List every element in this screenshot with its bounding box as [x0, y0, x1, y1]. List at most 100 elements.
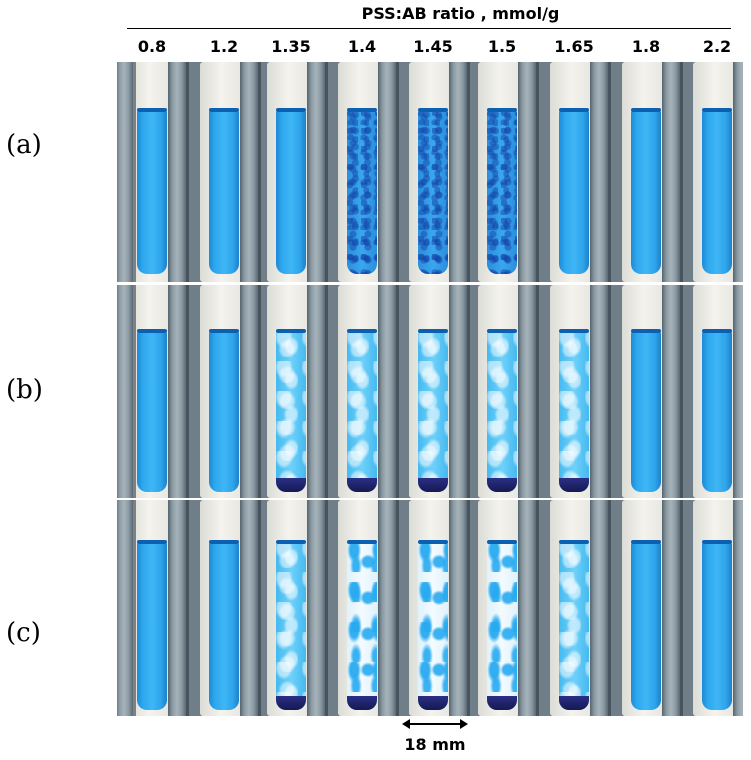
meniscus	[559, 329, 589, 333]
meniscus	[137, 108, 167, 112]
rack-slat	[449, 500, 467, 716]
scale-arrow-left-icon	[402, 719, 410, 729]
scale-arrow-right-icon	[460, 719, 468, 729]
meniscus	[631, 540, 661, 544]
rack-slat	[518, 285, 536, 498]
test-tube	[487, 331, 517, 492]
rack-slat-shadow	[536, 500, 539, 716]
test-tube	[418, 331, 448, 492]
test-tube	[209, 110, 239, 274]
rack-slat	[240, 62, 258, 282]
rack-slat	[168, 62, 186, 282]
ratio-label: 0.8	[137, 37, 167, 56]
ratio-label: 1.45	[413, 37, 453, 56]
rack-slat	[378, 62, 396, 282]
test-tube	[209, 542, 239, 710]
ratio-label: 2.2	[702, 37, 732, 56]
photo-panel-b	[117, 285, 743, 498]
row-label-b: (b)	[6, 375, 43, 405]
rack-slat	[733, 62, 743, 282]
rack-slat-shadow	[680, 500, 683, 716]
rack-slat-shadow	[467, 285, 470, 498]
meniscus	[631, 108, 661, 112]
sediment	[487, 696, 517, 710]
sediment	[418, 478, 448, 492]
meniscus	[347, 108, 377, 112]
meniscus	[702, 540, 732, 544]
meniscus	[487, 108, 517, 112]
ratio-label: 1.4	[347, 37, 377, 56]
test-tube	[487, 542, 517, 710]
rack-slat	[518, 500, 536, 716]
rack-slat-shadow	[608, 500, 611, 716]
meniscus	[137, 540, 167, 544]
rack-slat-shadow	[258, 285, 261, 498]
rack-slat-shadow	[536, 285, 539, 498]
sediment	[276, 696, 306, 710]
header-title: PSS:AB ratio , mmol/g	[361, 4, 560, 23]
meniscus	[418, 108, 448, 112]
photo-panel-a	[117, 62, 743, 282]
test-tube	[347, 110, 377, 274]
rack-slat-shadow	[396, 500, 399, 716]
row-label-a: (a)	[6, 130, 42, 160]
sediment	[347, 478, 377, 492]
meniscus	[347, 329, 377, 333]
test-tube	[347, 331, 377, 492]
test-tube	[559, 542, 589, 710]
rack-slat-shadow	[608, 285, 611, 498]
meniscus	[702, 329, 732, 333]
rack-slat	[662, 285, 680, 498]
rack-slat-shadow	[133, 62, 136, 282]
rack-slat-shadow	[133, 285, 136, 498]
rack-slat-shadow	[258, 62, 261, 282]
meniscus	[276, 108, 306, 112]
ratio-label: 1.8	[631, 37, 661, 56]
rack-slat	[307, 500, 325, 716]
ratio-label: 1.5	[487, 37, 517, 56]
rack-slat	[733, 285, 743, 498]
rack-slat	[168, 500, 186, 716]
rack-slat-shadow	[325, 500, 328, 716]
meniscus	[209, 108, 239, 112]
test-tube	[418, 110, 448, 274]
rack-slat-shadow	[467, 62, 470, 282]
rack-slat	[307, 62, 325, 282]
rack-slat	[590, 285, 608, 498]
sediment	[487, 478, 517, 492]
rack-slat	[240, 500, 258, 716]
ratio-label: 1.65	[554, 37, 594, 56]
rack-slat	[590, 62, 608, 282]
test-tube	[631, 110, 661, 274]
meniscus	[137, 329, 167, 333]
test-tube	[631, 331, 661, 492]
rack-slat-shadow	[186, 500, 189, 716]
test-tube	[702, 542, 732, 710]
test-tube	[276, 110, 306, 274]
rack-slat-shadow	[536, 62, 539, 282]
meniscus	[276, 329, 306, 333]
test-tube	[137, 110, 167, 274]
rack-slat	[662, 500, 680, 716]
meniscus	[559, 540, 589, 544]
rack-slat	[590, 500, 608, 716]
rack-slat-shadow	[258, 500, 261, 716]
rack-slat-shadow	[396, 285, 399, 498]
rack-slat	[518, 62, 536, 282]
test-tube	[347, 542, 377, 710]
meniscus	[209, 540, 239, 544]
sediment	[559, 478, 589, 492]
meniscus	[347, 540, 377, 544]
test-tube	[137, 331, 167, 492]
ratio-label: 1.2	[209, 37, 239, 56]
rack-slat-shadow	[186, 285, 189, 498]
sediment	[559, 696, 589, 710]
rack-slat	[449, 62, 467, 282]
rack-slat	[378, 500, 396, 716]
rack-slat	[117, 500, 133, 716]
rack-slat-shadow	[680, 62, 683, 282]
test-tube	[209, 331, 239, 492]
sediment	[347, 696, 377, 710]
rack-slat-shadow	[680, 285, 683, 498]
rack-slat	[449, 285, 467, 498]
